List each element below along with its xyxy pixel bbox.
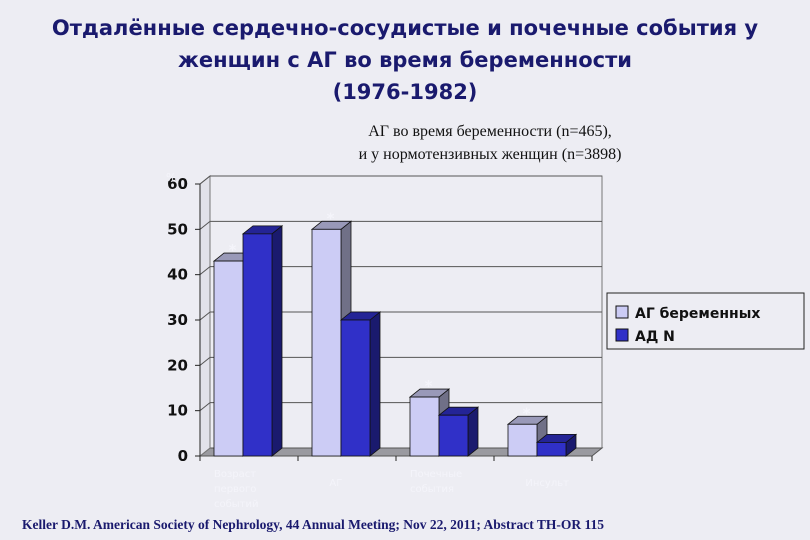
legend-label: АГ беременных bbox=[635, 306, 760, 322]
title-line-3: (1976-1982) bbox=[332, 80, 478, 104]
bar bbox=[242, 233, 273, 457]
significance-marker: * bbox=[229, 241, 237, 259]
gridline-depth bbox=[199, 311, 211, 321]
legend-swatch bbox=[615, 328, 629, 342]
y-tick-label: 10 bbox=[167, 402, 188, 420]
bar bbox=[340, 319, 371, 457]
bar-side bbox=[369, 311, 381, 457]
significance-marker: * bbox=[425, 377, 433, 395]
x-category-label: Почечные bbox=[410, 469, 462, 480]
chart-subtitle: АГ во время беременности (n=465), и у но… bbox=[300, 120, 680, 166]
gridline-depth bbox=[199, 402, 211, 412]
subtitle-line-2: и у нормотензивных женщин (n=3898) bbox=[358, 146, 622, 163]
title-line-1: Отдалённые сердечно-сосудистые и почечны… bbox=[51, 16, 759, 40]
citation: Keller D.M. American Society of Nephrolo… bbox=[22, 517, 604, 532]
x-category-label: первого bbox=[214, 484, 256, 495]
significance-marker: * bbox=[327, 209, 335, 227]
legend-swatch bbox=[615, 305, 629, 319]
title-line-2: женщин с АГ во время беременности bbox=[177, 48, 633, 72]
bar bbox=[536, 441, 567, 457]
significance-marker: * bbox=[523, 404, 531, 422]
y-tick-label: 30 bbox=[167, 311, 188, 329]
gridline-depth bbox=[199, 266, 211, 276]
subtitle-line-1: АГ во время беременности (n=465), bbox=[368, 123, 612, 140]
bar bbox=[507, 423, 538, 457]
bar bbox=[213, 260, 244, 457]
x-category-label: события bbox=[410, 484, 454, 495]
y-axis-unit: % bbox=[166, 171, 176, 184]
y-tick-label: 20 bbox=[167, 356, 188, 374]
gridline-depth bbox=[199, 356, 211, 366]
bar bbox=[311, 228, 342, 457]
gridline-depth bbox=[199, 220, 211, 230]
bar bbox=[409, 396, 440, 457]
gridline-depth bbox=[199, 175, 211, 185]
y-tick-label: 40 bbox=[167, 266, 188, 284]
page-title: Отдалённые сердечно-сосудистые и почечны… bbox=[0, 12, 810, 108]
x-category-label: АГ bbox=[329, 478, 342, 489]
bar bbox=[438, 414, 469, 457]
y-tick-label: 0 bbox=[178, 447, 188, 465]
legend-label: АД N bbox=[635, 329, 675, 345]
x-category-label: Инсульт bbox=[525, 478, 569, 489]
x-category-label: событий bbox=[214, 499, 259, 510]
y-tick-label: 50 bbox=[167, 220, 188, 238]
bar-side bbox=[467, 406, 479, 457]
y-tick-label: 60 bbox=[167, 175, 188, 193]
bar-side bbox=[271, 225, 283, 457]
x-category-label: Возраст bbox=[214, 469, 256, 480]
legend bbox=[606, 292, 805, 350]
